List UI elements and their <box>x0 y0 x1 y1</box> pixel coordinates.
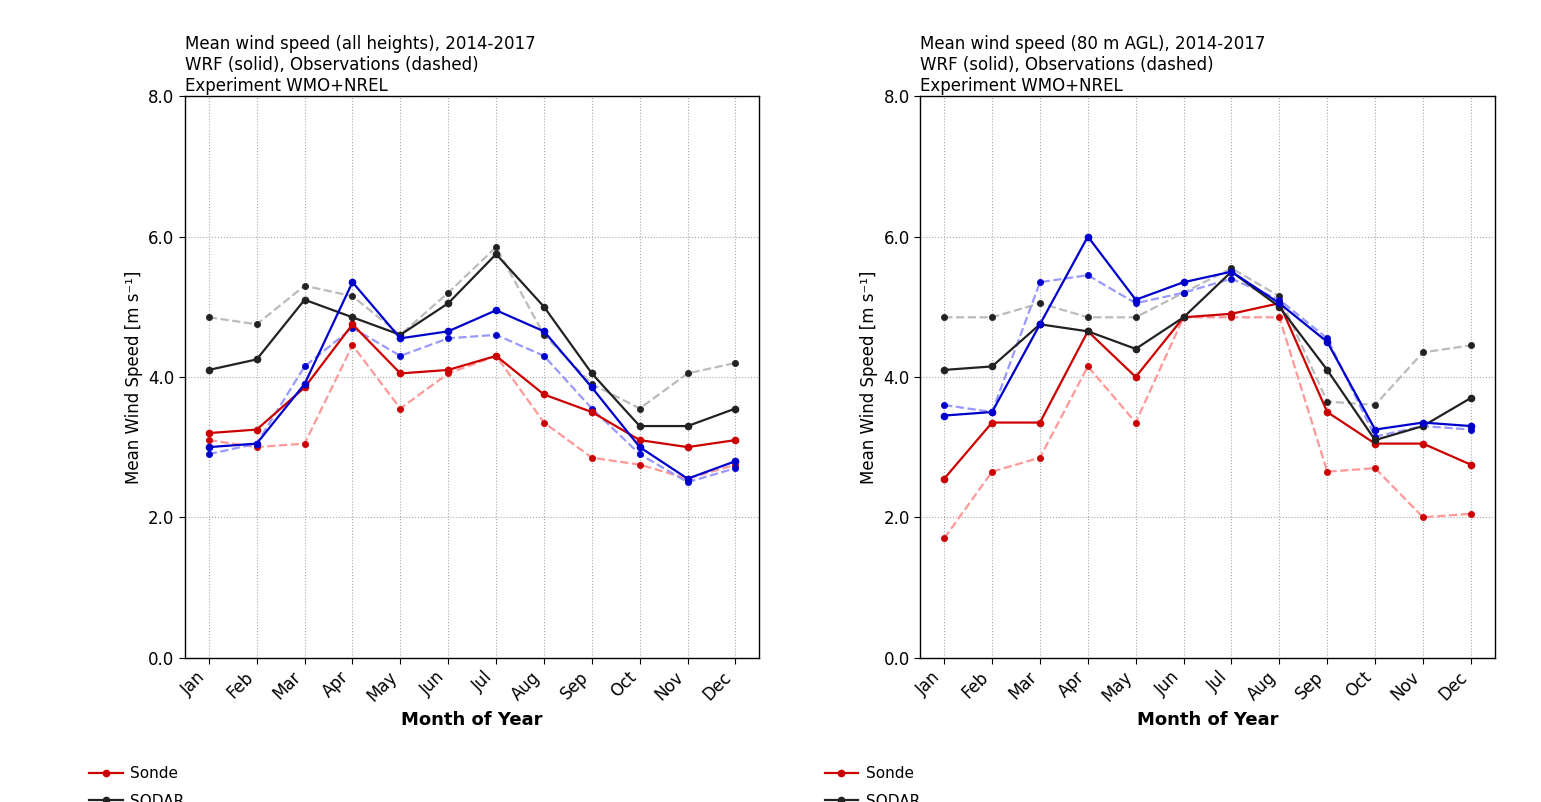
Y-axis label: Mean Wind Speed [m s⁻¹]: Mean Wind Speed [m s⁻¹] <box>125 270 143 484</box>
Text: Mean wind speed (all heights), 2014-2017
WRF (solid), Observations (dashed)
Expe: Mean wind speed (all heights), 2014-2017… <box>185 35 536 95</box>
Legend: Sonde, SODAR, Tower: Sonde, SODAR, Tower <box>824 767 920 802</box>
Text: Mean wind speed (80 m AGL), 2014-2017
WRF (solid), Observations (dashed)
Experim: Mean wind speed (80 m AGL), 2014-2017 WR… <box>920 35 1265 95</box>
X-axis label: Month of Year: Month of Year <box>401 711 542 729</box>
Y-axis label: Mean Wind Speed [m s⁻¹]: Mean Wind Speed [m s⁻¹] <box>860 270 878 484</box>
X-axis label: Month of Year: Month of Year <box>1137 711 1279 729</box>
Legend: Sonde, SODAR, Tower: Sonde, SODAR, Tower <box>89 767 185 802</box>
